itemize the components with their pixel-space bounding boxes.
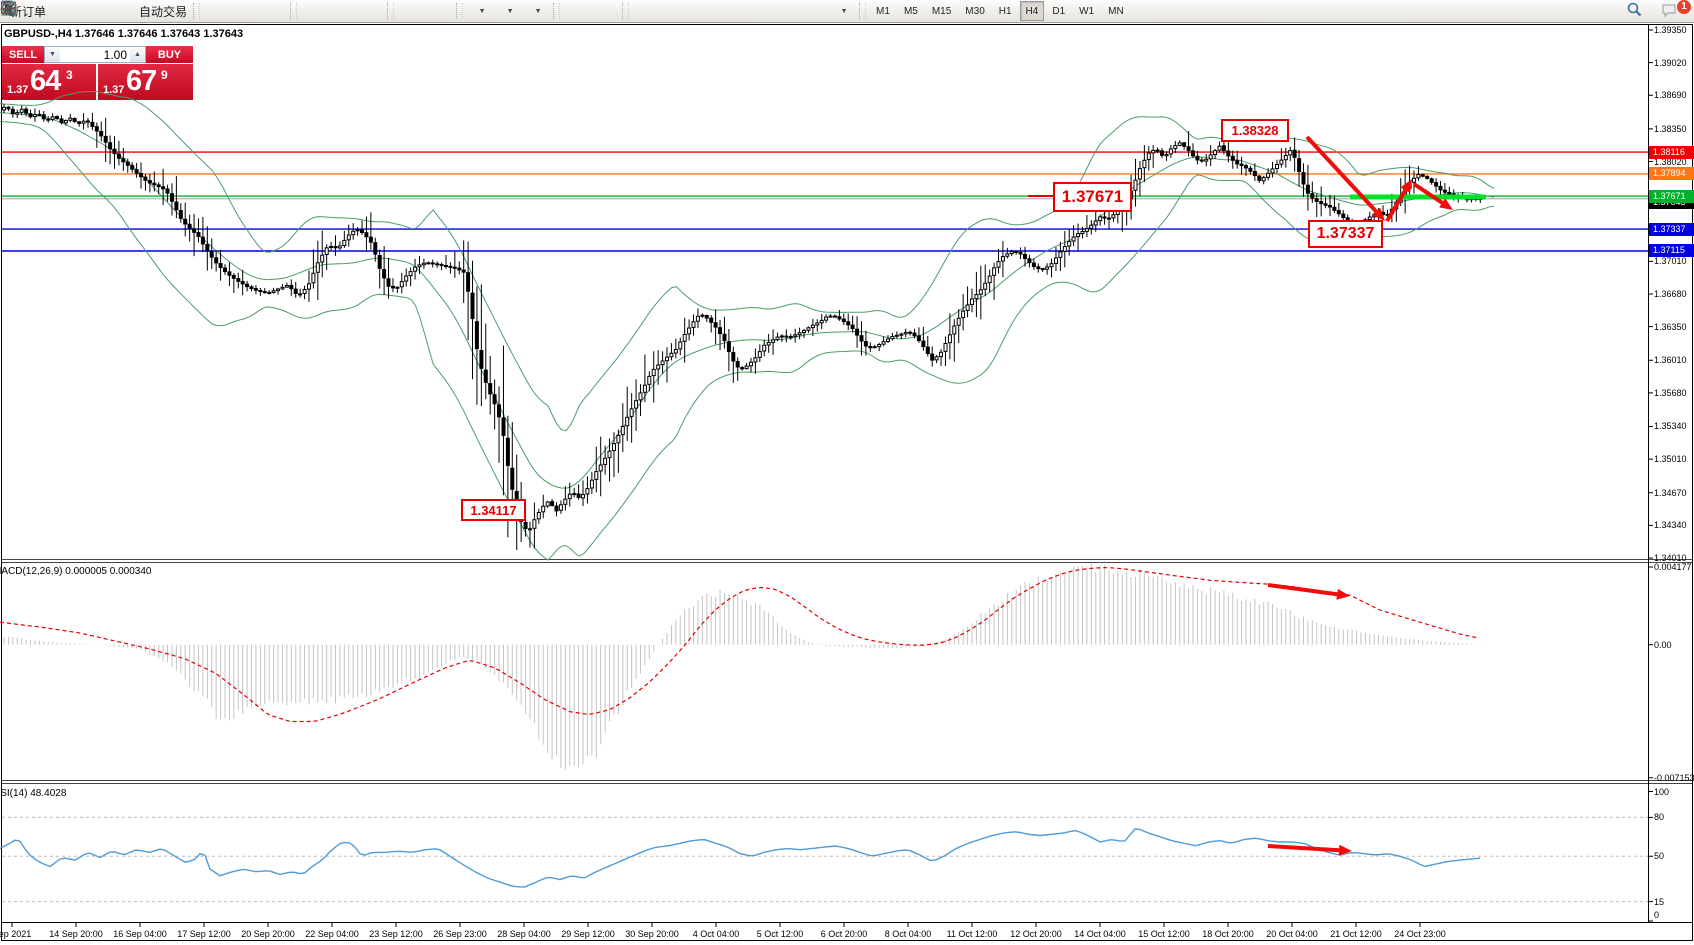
time-axis-label[interactable]: 29 Sep 12:00 — [561, 929, 615, 939]
time-axis-label[interactable]: 17 Sep 12:00 — [177, 929, 231, 939]
timeframe-mn-button[interactable]: MN — [1108, 5, 1124, 17]
price-axis-label[interactable]: 1.36350 — [1654, 322, 1687, 332]
timeframe-m30-button[interactable]: M30 — [965, 5, 985, 17]
volume-input[interactable]: 1.00 — [103, 48, 127, 62]
time-axis-label[interactable]: 30 Sep 20:00 — [625, 929, 679, 939]
time-axis-label[interactable]: 12 Oct 20:00 — [1010, 929, 1062, 939]
sell-price-display[interactable]: 1.37 64 3 — [2, 64, 96, 100]
volume-increase-button[interactable]: ▲ — [130, 47, 145, 62]
price-level-badge: 1.37671 — [1649, 190, 1694, 203]
time-axis-label[interactable]: 14 Oct 04:00 — [1074, 929, 1126, 939]
price-axis-label[interactable]: 1.38350 — [1654, 124, 1687, 134]
toolbar-separator — [456, 3, 464, 19]
time-axis-label[interactable]: 8 Oct 04:00 — [884, 929, 932, 939]
rsi-axis-label[interactable]: 0 — [1654, 910, 1660, 920]
price-annotation[interactable]: 1.37337 — [1308, 220, 1383, 248]
timeframe-h4-button[interactable]: H4 — [1019, 1, 1045, 21]
macd-signal-line — [0, 566, 1477, 723]
price-level-badge: 1.38116 — [1649, 146, 1694, 159]
chevron-down-icon: ▼ — [840, 7, 848, 15]
time-axis-label[interactable]: 23 Sep 12:00 — [369, 929, 423, 939]
time-axis-label[interactable]: 5 Oct 12:00 — [756, 929, 804, 939]
time-axis-label[interactable]: Sep 2021 — [0, 929, 32, 939]
macd-axis-label[interactable]: 0.004177 — [1654, 562, 1692, 572]
time-axis-label[interactable]: 15 Oct 12:00 — [1138, 929, 1190, 939]
chevron-down-icon: ▼ — [478, 7, 486, 15]
chevron-down-icon: ▼ — [534, 7, 542, 15]
time-axis-label[interactable]: 28 Sep 04:00 — [497, 929, 551, 939]
time-axis-label[interactable]: 16 Sep 04:00 — [113, 929, 167, 939]
main-toolbar: 新订单 自动交易 ▼ ▼ ▼ E F A T ▼ M1 M5 M15 M30 H1 H4 D1 W1 MN — [0, 0, 1694, 23]
rsi-line — [0, 828, 1481, 888]
toolbar-separator — [387, 3, 395, 19]
bollinger-band — [0, 112, 1495, 489]
price-axis-label[interactable]: 1.34670 — [1654, 488, 1687, 498]
notification-badge: 1 — [1677, 0, 1691, 14]
sell-button[interactable]: SELL — [2, 46, 44, 63]
time-axis-label[interactable]: 22 Sep 04:00 — [305, 929, 359, 939]
timeframe-m1-button[interactable]: M1 — [876, 5, 890, 17]
price-axis-label[interactable]: 1.36010 — [1654, 355, 1687, 365]
time-axis-label[interactable]: 20 Oct 04:00 — [1266, 929, 1318, 939]
price-axis-label[interactable]: 1.39350 — [1654, 25, 1687, 35]
time-axis-label[interactable]: 18 Oct 20:00 — [1202, 929, 1254, 939]
toolbar-separator — [290, 3, 298, 19]
notifications-button[interactable]: 1 — [1660, 0, 1691, 23]
price-level-badge: 1.37337 — [1649, 223, 1694, 236]
price-axis-label[interactable]: 1.35680 — [1654, 388, 1687, 398]
price-annotation[interactable]: 1.38328 — [1221, 119, 1289, 142]
bollinger-band — [0, 90, 1495, 432]
price-axis-label[interactable]: 1.38020 — [1654, 157, 1687, 167]
toolbar-separator — [193, 3, 201, 19]
bollinger-band — [0, 120, 1495, 561]
buy-price-display[interactable]: 1.37 67 9 — [98, 64, 193, 100]
rsi-axis-label[interactable]: 50 — [1654, 851, 1665, 861]
time-axis-label[interactable]: 4 Oct 04:00 — [692, 929, 740, 939]
volume-decrease-button[interactable]: ▼ — [45, 47, 60, 62]
price-level-badge: 1.37115 — [1649, 244, 1694, 257]
price-axis-label[interactable]: 1.38690 — [1654, 90, 1687, 100]
timeframe-m15-button[interactable]: M15 — [931, 5, 952, 17]
price-level-badge: 1.37894 — [1649, 167, 1694, 180]
rsi-axis-label[interactable]: 15 — [1654, 897, 1665, 907]
price-axis-label[interactable]: 1.35340 — [1654, 421, 1687, 431]
time-axis-label[interactable]: 24 Oct 23:00 — [1394, 929, 1446, 939]
time-axis-label[interactable]: 11 Oct 12:00 — [946, 929, 998, 939]
toolbar-separator — [553, 3, 561, 19]
macd-axis-label[interactable]: -0.007153 — [1654, 773, 1694, 783]
time-axis-label[interactable]: 14 Sep 20:00 — [49, 929, 103, 939]
shapes-button[interactable]: ▼ — [0, 0, 856, 22]
chevron-down-icon: ▼ — [506, 7, 514, 15]
price-axis-label[interactable]: 1.39020 — [1654, 58, 1687, 68]
macd-axis-label[interactable]: 0.00 — [1654, 640, 1672, 650]
search-button[interactable] — [1626, 1, 1654, 23]
buy-button[interactable]: BUY — [146, 46, 193, 63]
price-annotation[interactable]: 1.34117 — [461, 499, 526, 521]
price-annotation[interactable]: 1.37671 — [1053, 182, 1132, 212]
price-axis-label[interactable]: 1.36680 — [1654, 289, 1687, 299]
price-axis-label[interactable]: 1.35010 — [1654, 454, 1687, 464]
rsi-axis-label[interactable]: 80 — [1654, 812, 1665, 822]
time-axis-label[interactable]: 21 Oct 12:00 — [1330, 929, 1382, 939]
price-axis-label[interactable]: 1.34010 — [1654, 553, 1687, 563]
macd-label: MACD(12,26,9) 0.000005 0.000340 — [0, 566, 152, 577]
rsi-axis-label[interactable]: 100 — [1654, 787, 1670, 797]
time-axis-label[interactable]: 20 Sep 20:00 — [241, 929, 295, 939]
rsi-label: RSI(14) 48.4028 — [0, 788, 67, 799]
price-axis-label[interactable]: 1.37010 — [1654, 256, 1687, 266]
price-axis-label[interactable]: 1.34340 — [1654, 520, 1687, 530]
time-axis-label[interactable]: 26 Sep 23:00 — [433, 929, 487, 939]
toolbar-separator — [622, 3, 630, 19]
timeframe-m5-button[interactable]: M5 — [903, 5, 918, 17]
toolbar-separator — [859, 3, 867, 19]
timeframe-h1-button[interactable]: H1 — [998, 5, 1012, 17]
one-click-trading-panel: SELL ▼ 1.00 ▲ BUY 1.37 64 3 1.37 67 9 — [2, 46, 193, 100]
timeframe-d1-button[interactable]: D1 — [1052, 5, 1066, 17]
chart-title: GBPUSD-,H4 1.37646 1.37646 1.37643 1.376… — [4, 28, 244, 40]
timeframe-w1-button[interactable]: W1 — [1079, 5, 1095, 17]
time-axis-label[interactable]: 6 Oct 20:00 — [820, 929, 868, 939]
